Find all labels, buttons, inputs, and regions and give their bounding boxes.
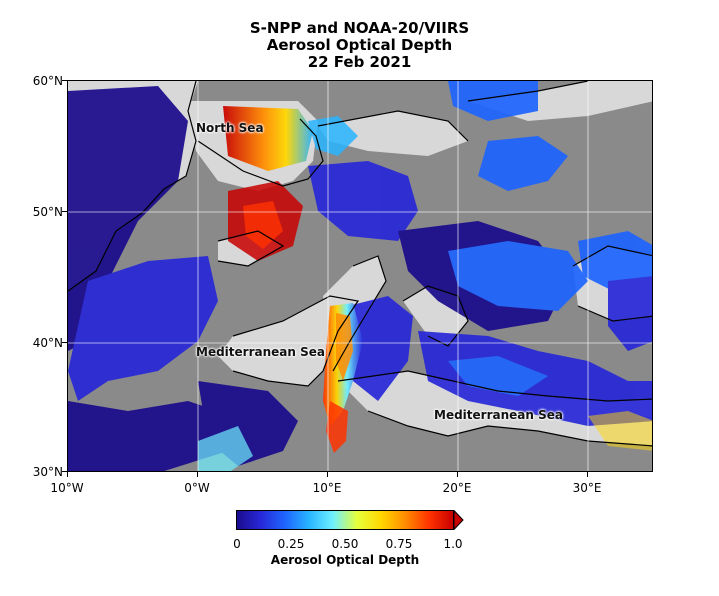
sea-label-mediterranean-east: Mediterranean Sea: [434, 408, 563, 422]
colorbar-tick-050: 0.50: [331, 537, 359, 551]
lon-label-0w: 0°W: [184, 481, 210, 495]
lon-tick-mark: [67, 472, 68, 477]
lon-label-20e: 20°E: [442, 481, 472, 495]
map-title-date: 22 Feb 2021: [307, 53, 412, 71]
lat-tick-mark: [62, 80, 67, 81]
colorbar-gradient: [236, 510, 454, 530]
lat-label-30n: 30°N: [32, 465, 63, 479]
sea-label-north-sea: North Sea: [196, 121, 264, 135]
lat-label-50n: 50°N: [32, 205, 63, 219]
lon-tick-mark: [327, 472, 328, 477]
map-title-line2: Aerosol Optical Depth: [266, 36, 453, 54]
map-title-line1: S-NPP and NOAA-20/VIIRS: [249, 19, 470, 37]
aod-field-high: [198, 106, 652, 471]
colorbar-tick-100: 1.0: [443, 537, 463, 551]
lat-label-60n: 60°N: [32, 74, 63, 88]
aod-field-low: [68, 81, 652, 471]
colorbar-extend-arrow: [453, 510, 464, 530]
graticule: [68, 81, 652, 471]
lat-tick-mark: [62, 342, 67, 343]
sea-label-mediterranean-west: Mediterranean Sea: [196, 345, 325, 359]
lon-label-30e: 30°E: [572, 481, 602, 495]
aod-map: [67, 80, 653, 472]
lon-tick-mark: [457, 472, 458, 477]
colorbar-tick-075: 0.75: [385, 537, 413, 551]
lon-tick-mark: [587, 472, 588, 477]
lat-label-40n: 40°N: [32, 336, 63, 350]
colorbar-tick-0: 0: [233, 537, 241, 551]
lon-label-10e: 10°E: [312, 481, 342, 495]
lat-tick-mark: [62, 211, 67, 212]
colorbar-tick-025: 0.25: [277, 537, 305, 551]
map-canvas: [68, 81, 652, 471]
lon-tick-mark: [197, 472, 198, 477]
colorbar-label: Aerosol Optical Depth: [270, 553, 420, 567]
colorbar: [236, 510, 464, 530]
lon-label-10w: 10°W: [50, 481, 84, 495]
lat-tick-mark: [62, 471, 67, 472]
